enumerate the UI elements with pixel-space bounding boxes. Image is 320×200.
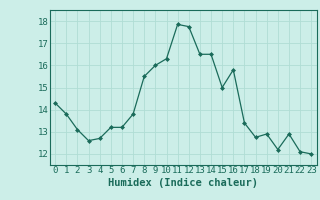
X-axis label: Humidex (Indice chaleur): Humidex (Indice chaleur) [108,178,258,188]
